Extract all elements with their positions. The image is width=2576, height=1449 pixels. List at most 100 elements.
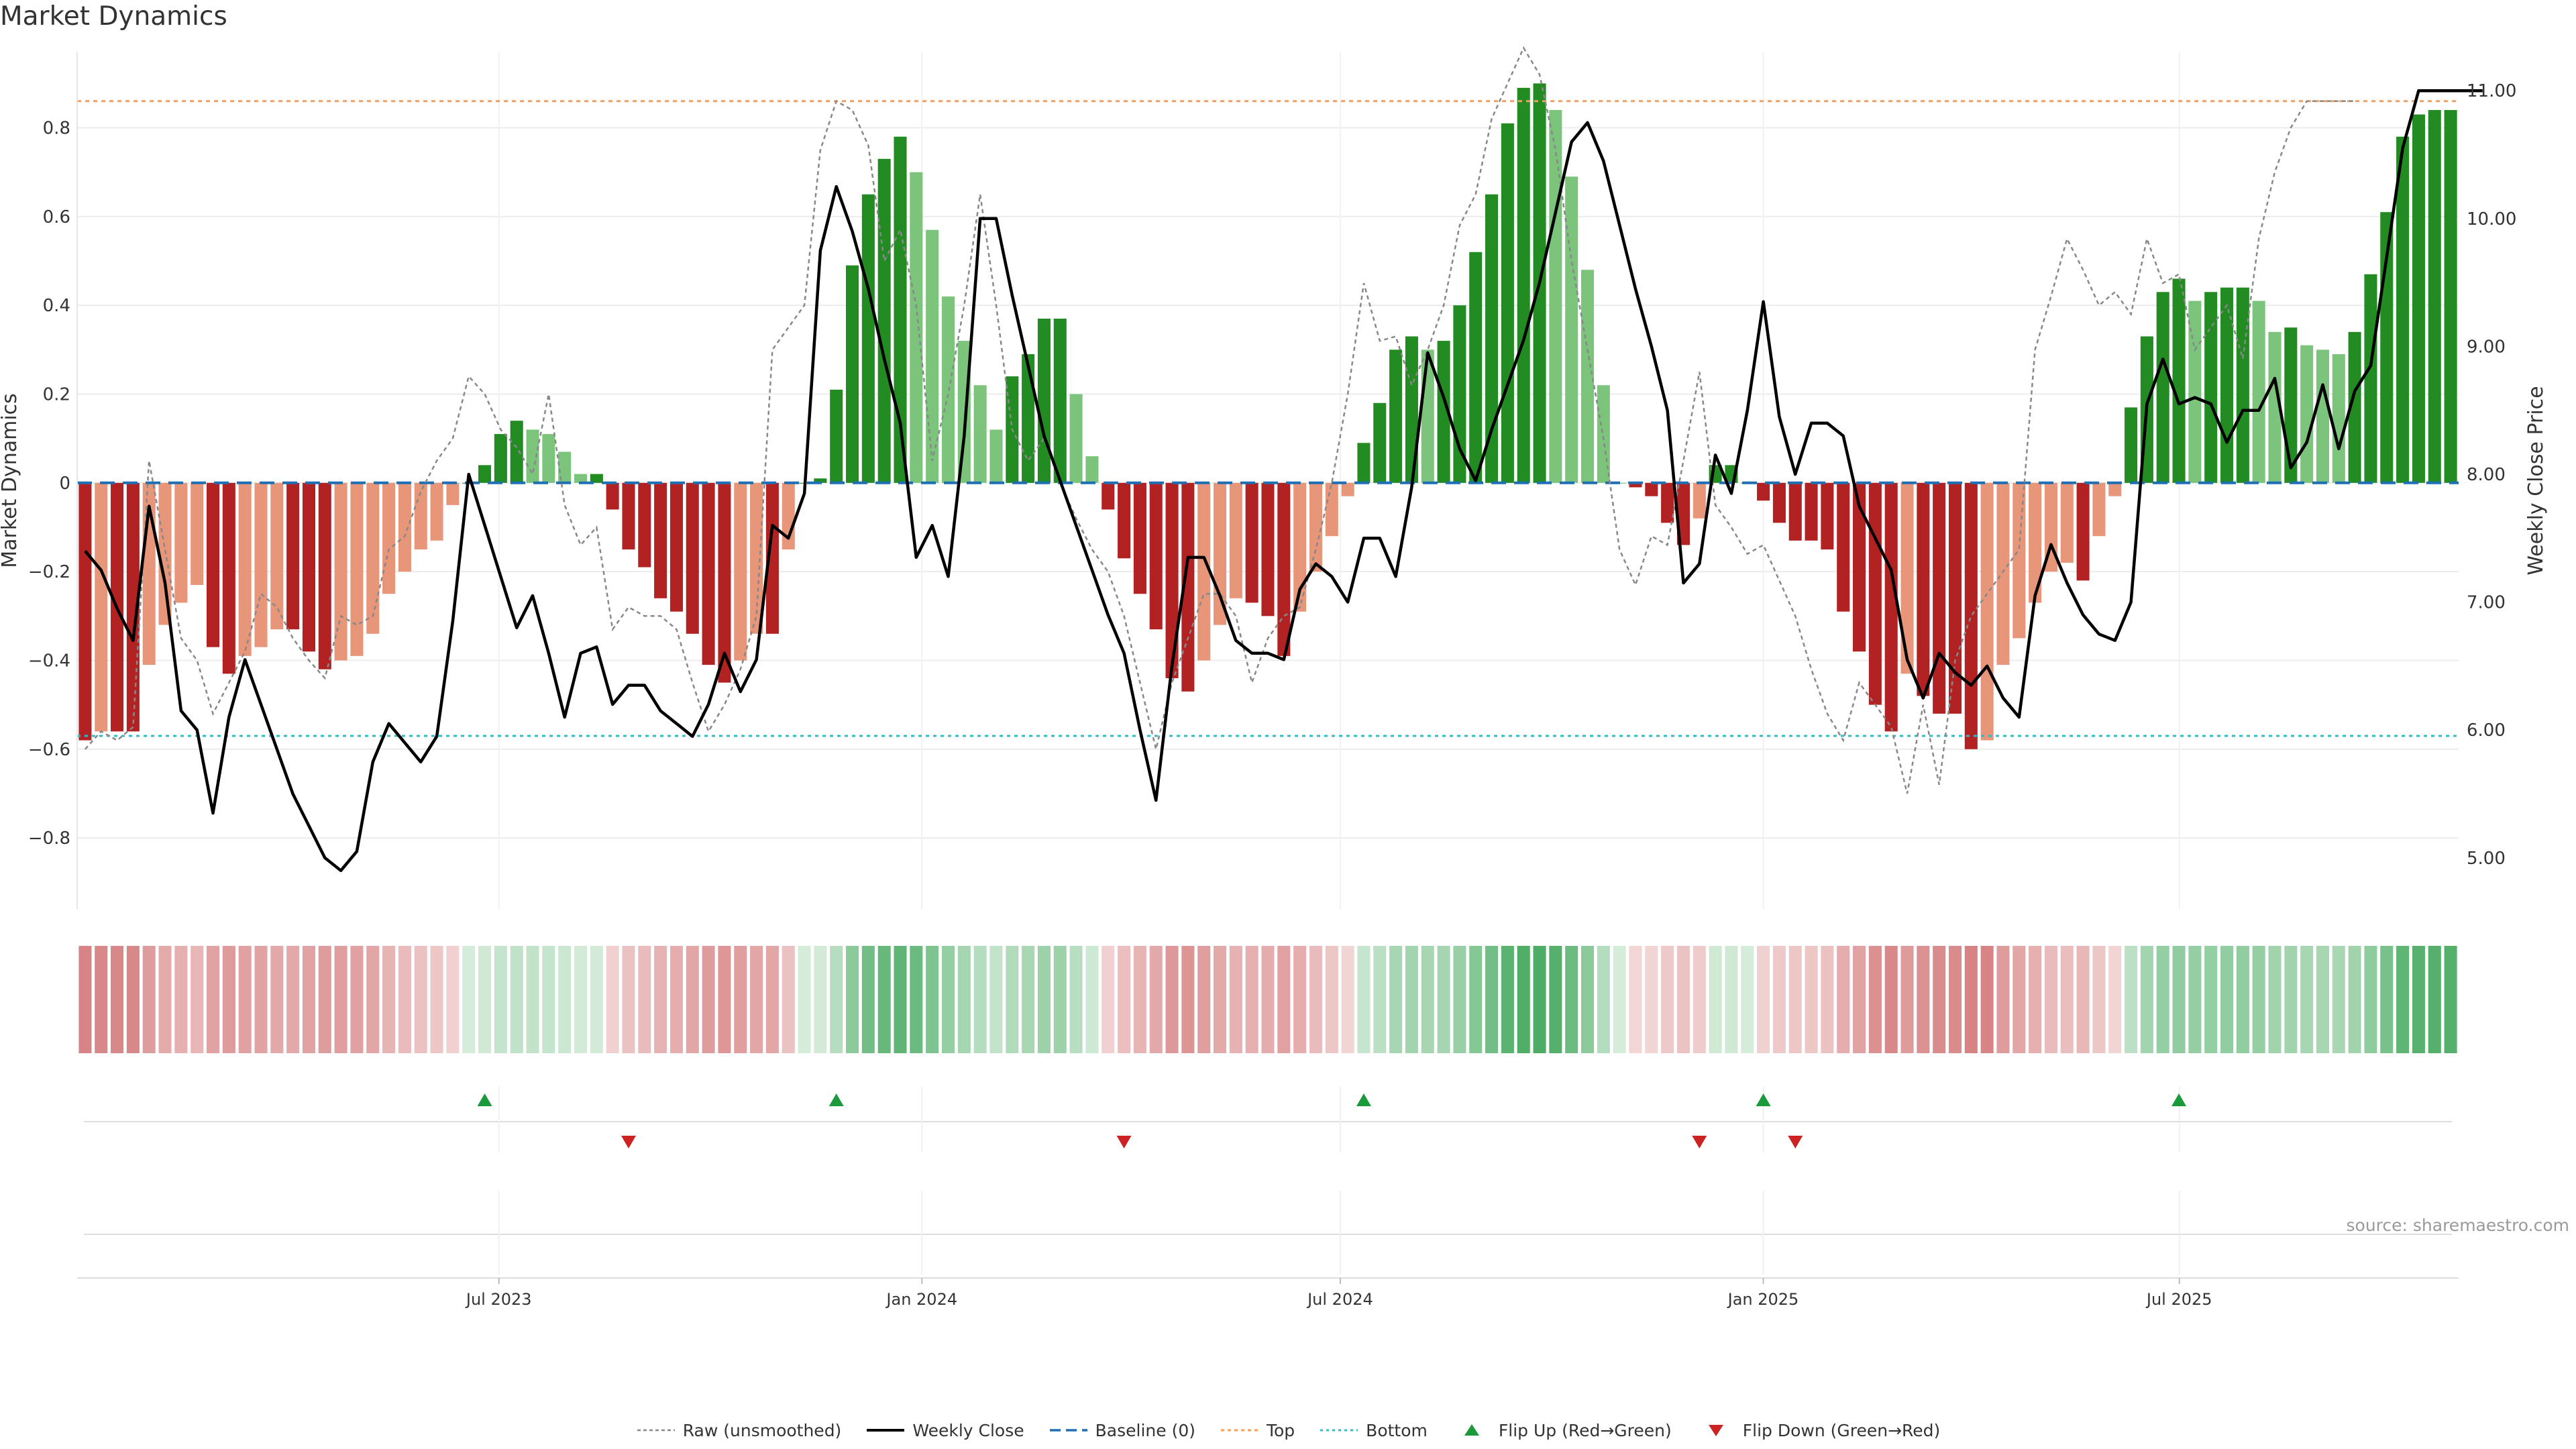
y-tick-label: 0 xyxy=(59,474,70,494)
dynamics-bar xyxy=(654,482,667,598)
dynamics-bar xyxy=(1788,482,1802,541)
dynamics-bar xyxy=(1469,252,1483,483)
strip-cell xyxy=(430,946,443,1053)
dynamics-bar xyxy=(1837,482,1850,612)
strip-cell xyxy=(2188,946,2202,1053)
dynamics-bar xyxy=(1118,482,1131,559)
strip-cell xyxy=(1309,946,1323,1053)
strip-cell xyxy=(1293,946,1307,1053)
dynamics-bar xyxy=(191,482,204,585)
dynamics-bar xyxy=(2236,287,2249,483)
dynamics-bar xyxy=(2444,110,2457,483)
strip-cell xyxy=(654,946,667,1053)
dynamics-bar xyxy=(1213,482,1227,625)
y-axis-label: Market Dynamics xyxy=(0,393,21,568)
flip-up-marker xyxy=(828,1093,844,1106)
dynamics-bar xyxy=(1853,482,1866,652)
dynamics-bar xyxy=(2332,354,2345,483)
strip-cell xyxy=(2076,946,2090,1053)
strip-cell xyxy=(126,946,140,1053)
strip-cell xyxy=(174,946,188,1053)
dynamics-bar xyxy=(1277,482,1291,656)
dynamics-bar xyxy=(2188,301,2202,483)
dynamics-bar xyxy=(2412,114,2425,483)
dynamics-bar xyxy=(494,434,507,483)
strip-cell xyxy=(765,946,779,1053)
strip-cell xyxy=(1741,946,1754,1053)
dynamics-bar xyxy=(2220,287,2234,483)
strip-cell xyxy=(2012,946,2026,1053)
strip-cell xyxy=(1597,946,1610,1053)
dynamics-bar xyxy=(1948,482,1962,714)
dynamics-bar xyxy=(1565,176,1578,483)
strip-cell xyxy=(478,946,492,1053)
dynamics-bar xyxy=(446,482,460,505)
dynamics-bar xyxy=(1917,482,1930,696)
strip-cell xyxy=(1165,946,1179,1053)
strip-cell xyxy=(494,946,507,1053)
strip-cell xyxy=(2204,946,2218,1053)
strip-cell xyxy=(2300,946,2314,1053)
dynamics-bar xyxy=(1501,123,1514,483)
strip-cell xyxy=(1709,946,1722,1053)
dynamics-bar xyxy=(1676,482,1690,545)
dynamics-bar xyxy=(286,482,300,630)
dynamics-bar xyxy=(861,194,875,483)
axes: −0.8 −0.6 −0.4 −0.2 0 0.2 0.4 0.6 0.8 5.00 6.00 7.0… xyxy=(0,52,2548,909)
regime-heat-strip xyxy=(78,946,2457,1053)
strip-cell xyxy=(1501,946,1514,1053)
dynamics-bar xyxy=(1102,482,1115,510)
strip-cell xyxy=(846,946,859,1053)
dynamics-bar xyxy=(702,482,715,665)
strip-cell xyxy=(158,946,172,1053)
dynamics-bar xyxy=(1964,482,1978,749)
strip-cell xyxy=(989,946,1003,1053)
strip-cell xyxy=(1341,946,1354,1053)
strip-cell xyxy=(1325,946,1338,1053)
flip-up-icon xyxy=(1464,1424,1479,1436)
strip-cell xyxy=(2268,946,2282,1053)
dynamics-bar xyxy=(894,136,907,483)
x-tick-label: Jul 2025 xyxy=(2145,1290,2212,1309)
strip-cell xyxy=(1357,946,1371,1053)
dynamics-bar xyxy=(686,482,699,634)
strip-cell xyxy=(1948,946,1962,1053)
strip-cell xyxy=(462,946,476,1053)
strip-cell xyxy=(1421,946,1434,1053)
dynamics-bar xyxy=(622,482,635,550)
flip-down-marker xyxy=(1692,1136,1707,1148)
dynamics-bar xyxy=(1868,482,1882,705)
dynamics-bar xyxy=(750,482,763,634)
strip-cell xyxy=(1757,946,1770,1053)
strip-cell xyxy=(1485,946,1499,1053)
dynamics-bar xyxy=(590,474,603,483)
dynamics-bar xyxy=(1805,482,1818,541)
dynamics-bar xyxy=(1485,194,1499,483)
dynamics-bar xyxy=(1549,110,1562,483)
strip-cell xyxy=(398,946,411,1053)
dynamics-bar xyxy=(606,482,619,510)
y-right-tick-label: 8.00 xyxy=(2467,465,2506,485)
dynamics-bar xyxy=(1325,482,1338,537)
dynamics-bar xyxy=(2316,350,2330,483)
strip-cell xyxy=(2140,946,2153,1053)
dynamics-bar xyxy=(526,429,539,483)
legend-swatch xyxy=(1320,1429,1358,1432)
strip-cell xyxy=(941,946,955,1053)
dynamics-bar xyxy=(558,451,572,483)
dynamics-bar xyxy=(1245,482,1258,603)
dynamics-bar xyxy=(1197,482,1211,661)
dynamics-bar xyxy=(2029,482,2042,603)
strip-cell xyxy=(414,946,427,1053)
legend-swatch xyxy=(1049,1429,1087,1432)
y-tick-label: 0.4 xyxy=(43,296,70,316)
y-right-tick-label: 11.00 xyxy=(2467,81,2516,101)
strip-cell xyxy=(2108,946,2122,1053)
strip-cell xyxy=(910,946,923,1053)
strip-cell xyxy=(1788,946,1802,1053)
x-axis: Jul 2023 Jan 2024 Jul 2024 Jan 2025 Jul 2025 xyxy=(77,1191,2459,1309)
strip-cell xyxy=(1964,946,1978,1053)
dynamics-bar xyxy=(78,482,92,741)
flip-down-marker xyxy=(1116,1136,1132,1148)
x-tick-label: Jan 2024 xyxy=(885,1290,957,1309)
